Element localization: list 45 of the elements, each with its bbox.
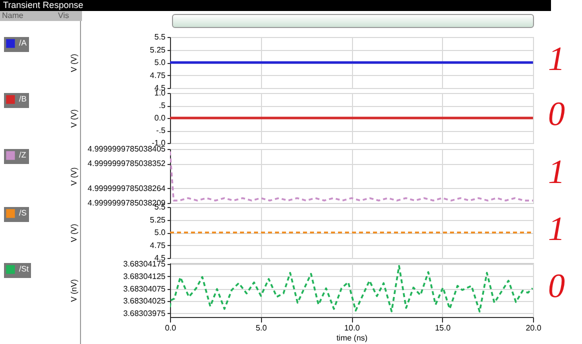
y-tick-label: 4.9999999785038352 [88,159,166,168]
y-tick-label: 0.0 [154,114,166,122]
text: 1 [548,40,565,78]
y-tick-label: 3.68304175 [123,260,166,269]
x-tick-label: 15.0 [434,324,452,332]
x-tick-label: 0.0 [164,324,177,332]
y-axis-title: V (V) [70,224,78,242]
y-tick-label: 4.9999999785038405 [88,144,166,154]
y-tick-label: 5.0 [154,58,166,67]
text: 0 [548,268,565,306]
x-tick-label: 5.0 [256,324,268,332]
y-tick-label: 4.5 [154,254,166,262]
text: 1 [548,210,565,248]
y-tick-label: 4.75 [150,240,166,250]
x-axis-title: time (ns) [336,334,368,342]
x-tick-label: 20.0 [526,324,542,332]
text: 1 [548,154,565,192]
y-tick-label: 3.68304025 [123,296,166,306]
legend-label: /Z [19,150,26,160]
y-tick-label: -.5 [156,126,166,135]
legend-label: /S [19,208,27,218]
y-tick-label: 5.25 [150,45,166,54]
y-axis-title: V (V) [70,167,78,186]
text: Name [0,11,57,21]
text: 0 [548,96,565,134]
y-tick-label: 4.9999999785038264 [88,184,166,193]
legend-label: /B [19,94,27,104]
y-tick-label: 5.25 [150,215,166,224]
y-tick-label: 3.68304075 [123,284,166,294]
x-tick-label: 10.0 [344,324,360,332]
legend-label: /A [19,38,28,48]
legend-label: /St [19,264,30,274]
y-tick-label: 4.5 [154,84,166,92]
y-axis-title: V (nV) [70,278,78,302]
text: Vis [56,11,82,21]
y-tick-label: 5.0 [154,228,166,237]
y-tick-label: .5 [158,101,166,110]
y-axis-title: V (V) [70,109,78,128]
y-tick-label: -1.0 [152,138,166,148]
y-tick-label: 4.75 [150,70,166,80]
text: Transient Response [0,0,551,11]
y-tick-label: 3.68303975 [123,308,166,318]
y-tick-label: 3.68304125 [123,272,166,281]
y-tick-label: 5.5 [154,32,166,42]
y-axis-title: V (V) [70,54,78,72]
